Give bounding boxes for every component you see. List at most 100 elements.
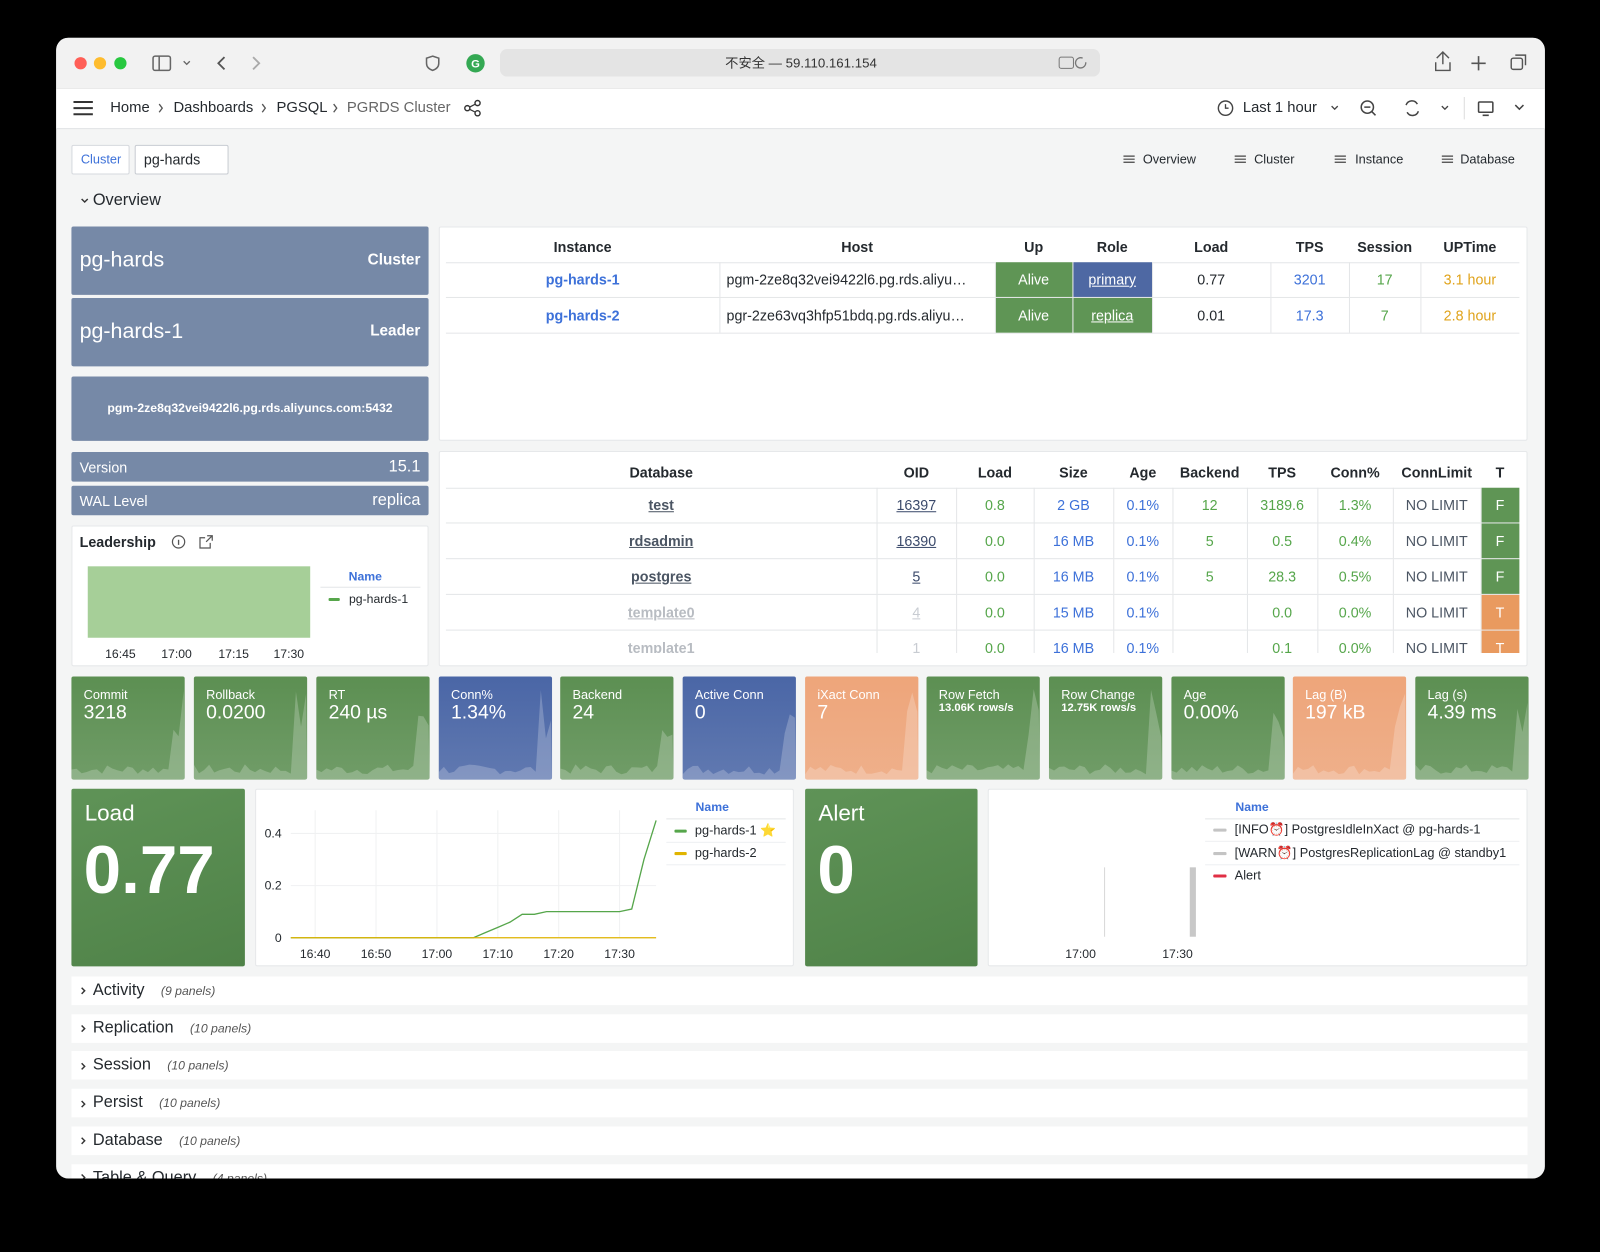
row-title[interactable]: Database [92,1131,163,1149]
address-bar[interactable]: 不安全 — 59.110.161.154 [725,55,877,71]
dashboard-link[interactable]: Database [1460,152,1515,167]
dashboard-link[interactable]: Overview [1142,152,1197,167]
table-cell: 15 MB [1052,604,1095,621]
table-cell[interactable]: postgres [631,568,692,585]
column-header[interactable]: Conn% [1330,464,1380,481]
cell-divider [1480,487,1482,523]
y-tick-label: 0.4 [265,827,282,841]
legend-item[interactable]: [WARN⏰] PostgresReplicationLag @ standby… [1234,845,1507,860]
stat-value: replica [372,491,421,510]
row-title[interactable]: Table & Query [92,1168,197,1179]
table-cell[interactable]: pg-hards-1 [545,271,620,288]
breadcrumb-item[interactable]: Dashboards [173,99,254,117]
x-tick-label: 17:15 [218,646,249,662]
legend-item[interactable]: Alert [1234,868,1261,883]
table-cell: T [1495,604,1505,621]
sparkline [1415,702,1529,780]
stat-value: 1.34% [451,702,506,724]
column-header[interactable]: Role [1096,238,1128,256]
column-header[interactable]: UPTime [1443,238,1497,256]
time-range-picker[interactable]: Last 1 hour [1242,99,1317,117]
table-cell[interactable]: 5 [912,568,921,585]
row-title[interactable]: Replication [92,1019,174,1037]
sparkline-area [926,689,1040,780]
stat-value: 0.77 [83,831,215,908]
row-title[interactable]: Overview [92,191,161,210]
variable-value[interactable]: pg-hards [143,151,201,168]
collapsed-row[interactable]: Replication (10 panels) [71,1013,1528,1043]
cell-divider [1246,559,1248,594]
collapsed-row[interactable]: Database (10 panels) [71,1126,1528,1155]
table-cell: 2 GB [1057,496,1090,514]
column-header[interactable]: Backend [1179,464,1240,481]
stat-tile [1048,676,1163,780]
stat-label: RT [328,687,346,703]
stat-label: Version [79,459,128,476]
row-title[interactable]: Session [92,1056,151,1074]
table-cell[interactable]: test [648,496,674,514]
row-note: (10 panels) [179,1133,241,1148]
column-header[interactable]: Instance [553,238,612,256]
table-cell: F [1495,532,1505,549]
breadcrumb-item[interactable]: Home [110,99,150,117]
table-cell[interactable]: pg-hards-2 [545,307,620,324]
table-cell: 0.1% [1126,639,1160,654]
column-header[interactable]: Host [841,238,874,256]
dashboard-link[interactable]: Cluster [1254,152,1295,167]
stat-tile [71,676,185,780]
stat-value: 4.39 ms [1427,702,1497,724]
column-header[interactable]: Load [1194,238,1229,256]
table-cell[interactable]: 1 [912,639,921,654]
table-cell: 0.0% [1338,604,1372,621]
cell-background [1073,262,1153,297]
table-cell[interactable]: 16397 [896,496,937,514]
cell-divider [956,523,958,559]
legend-item[interactable]: [INFO⏰] PostgresIdleInXact @ pg-hards-1 [1234,822,1481,837]
legend-item[interactable]: pg-hards-1 ⭐ [694,823,777,838]
table-cell[interactable]: 4 [912,604,921,621]
collapsed-row[interactable]: Persist (10 panels) [71,1088,1528,1118]
column-header[interactable]: ConnLimit [1401,464,1473,481]
sparkline [926,689,1040,780]
legend-item[interactable]: pg-hards-2 [694,845,757,861]
variable-select[interactable] [134,144,229,175]
row-title[interactable]: Activity [92,981,145,999]
breadcrumb-item[interactable]: PGSQL [276,99,328,117]
dashboard-link[interactable]: Instance [1355,152,1404,167]
column-header[interactable]: Size [1059,464,1088,481]
column-header[interactable]: Session [1357,238,1413,256]
row-divider [445,558,1520,560]
column-header[interactable]: Up [1024,238,1044,256]
table-cell[interactable]: rdsadmin [629,532,694,549]
cell-divider [1392,523,1394,559]
table-cell[interactable]: primary [1088,271,1137,288]
legend-marker [328,597,340,602]
collapsed-row[interactable]: Table & Query (4 panels) [71,1163,1528,1179]
column-header[interactable]: Age [1129,464,1157,481]
cell-divider [956,487,958,523]
column-header[interactable]: Database [629,464,693,481]
x-tick-label: 16:40 [300,947,331,961]
table-cell[interactable]: template1 [627,639,695,654]
column-header[interactable]: TPS [1268,464,1297,481]
collapsed-row[interactable]: Session (10 panels) [71,1051,1528,1080]
column-header[interactable]: Load [977,464,1012,481]
column-header[interactable]: T [1495,464,1505,481]
cell-divider [1348,297,1350,333]
cell-divider [1317,559,1319,594]
stat-tile [560,676,674,780]
legend-marker [674,852,687,856]
column-header[interactable]: OID [903,464,930,481]
table-cell: 7 [1380,307,1389,324]
legend-marker [1213,874,1227,878]
table-cell[interactable]: 16390 [896,532,937,549]
table-cell: 0.1% [1126,496,1160,514]
collapsed-row[interactable]: Activity (9 panels) [71,976,1528,1006]
stat-label: Row Fetch [938,687,1000,703]
sparkline-area [1048,689,1163,780]
table-cell[interactable]: replica [1091,307,1134,324]
table-cell[interactable]: template0 [627,604,695,621]
row-title[interactable]: Persist [92,1093,143,1112]
column-header[interactable]: TPS [1295,238,1324,256]
table-cell: 0.0 [984,604,1005,621]
